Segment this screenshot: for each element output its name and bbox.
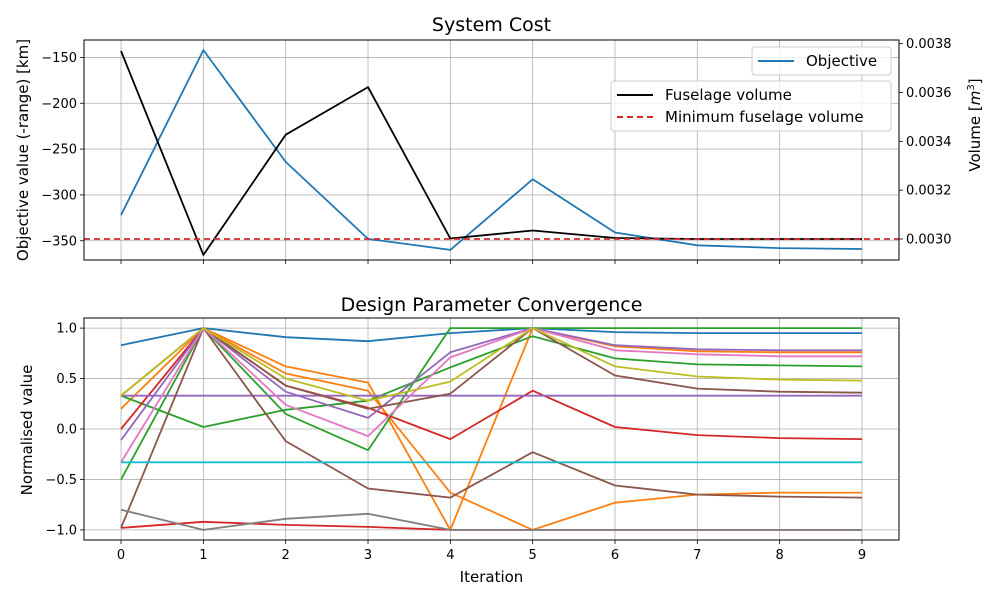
- bottom-x-tick-label: 9: [858, 548, 866, 563]
- top-y-tick-label: −350: [41, 234, 77, 249]
- top-y2-tick-label: 0.0032: [906, 184, 952, 199]
- top-y-tick-label: −150: [41, 51, 77, 66]
- top-y2-tick-label: 0.0036: [906, 86, 952, 101]
- bottom-x-tick-label: 4: [446, 548, 454, 563]
- top-y-tick-label: −300: [41, 188, 77, 203]
- bottom-chart-title: Design Parameter Convergence: [341, 294, 643, 316]
- top-series-group: [84, 49, 899, 256]
- top-axes: −150 −200 −250 −300 −350 0.0030 0.0032 0.0034 0.…: [41, 37, 952, 264]
- y2-label-unit: m: [966, 91, 984, 106]
- top-y2-tick-label: 0.0034: [906, 135, 952, 150]
- y2-label-main: Volume [: [966, 105, 984, 171]
- top-y-axis-label: Objective value (-range) [km]: [14, 39, 32, 261]
- legend-fuselage: Fuselage volume Minimum fuselage volume: [610, 80, 892, 132]
- legend-fuselage-box: [610, 80, 892, 132]
- bottom-y-tick-label: 0.5: [56, 372, 77, 387]
- bottom-y-axis-label: Normalised value: [18, 365, 36, 496]
- top-y-tick-label: −250: [41, 143, 77, 158]
- bottom-series-line-2: [120, 327, 862, 531]
- legend-objective-box: [751, 46, 892, 76]
- bottom-series-line-12: [120, 508, 862, 531]
- bottom-x-tick-label: 2: [282, 548, 290, 563]
- bottom-x-tick-label: 8: [775, 548, 783, 563]
- bottom-x-tick-label: 7: [693, 548, 701, 563]
- bottom-series-line-13: [120, 327, 863, 402]
- legend-fuselage-volume-label: Fuselage volume: [665, 86, 792, 104]
- bottom-series-line-9: [120, 327, 863, 529]
- y2-label-end: ]: [966, 78, 984, 84]
- bottom-x-tick-label: 0: [117, 548, 125, 563]
- bottom-x-tick-label: 6: [611, 548, 619, 563]
- bottom-y-tick-label: −0.5: [45, 473, 77, 488]
- bottom-y-tick-label: 1.0: [56, 322, 77, 337]
- bottom-x-axis-label: Iteration: [460, 568, 524, 586]
- bottom-series-line-3: [120, 327, 862, 480]
- top-y-tick-label: −200: [41, 97, 77, 112]
- bottom-y-tick-label: −1.0: [45, 523, 77, 538]
- bottom-x-tick-label: 5: [529, 548, 537, 563]
- bottom-series-group: [120, 327, 863, 531]
- bottom-x-tick-label: 1: [199, 548, 207, 563]
- bottom-series-line-10: [120, 327, 863, 410]
- bottom-series-line-8: [120, 327, 862, 441]
- bottom-axes: 0 1 2 3 4 5 6 7 8 9 1.0 0.5 0.0 −0.5 −1.0: [45, 322, 866, 563]
- top-y2-axis-label: Volume [m3]: [966, 78, 984, 171]
- top-series-line-0: [120, 49, 863, 251]
- legend-objective-label: Objective: [806, 52, 877, 70]
- bottom-x-tick-label: 3: [364, 548, 372, 563]
- legend-minimum-volume-label: Minimum fuselage volume: [665, 108, 864, 126]
- top-plot-frame: [83, 39, 900, 261]
- top-y2-tick-label: 0.0038: [906, 37, 952, 52]
- bottom-y-tick-label: 0.0: [56, 423, 77, 438]
- bottom-series-line-0: [120, 327, 862, 347]
- legend-objective: Objective: [751, 46, 892, 76]
- bottom-series-line-1: [120, 327, 862, 531]
- bottom-series-line-4: [120, 335, 863, 428]
- top-y2-tick-label: 0.0030: [906, 233, 952, 248]
- top-chart-title: System Cost: [432, 14, 551, 36]
- bottom-series-line-11: [120, 327, 862, 463]
- y2-label-exponent: 3: [966, 84, 977, 90]
